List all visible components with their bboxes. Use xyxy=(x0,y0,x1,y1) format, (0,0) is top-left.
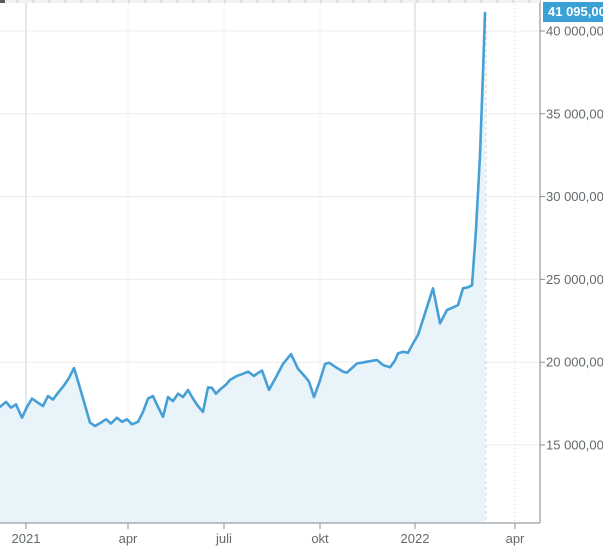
y-axis-label: 35 000,00 xyxy=(546,106,603,121)
series-line xyxy=(0,11,487,428)
x-axis-label: 2021 xyxy=(12,531,41,546)
x-axis-label: juli xyxy=(215,531,232,546)
area-fill xyxy=(0,12,485,524)
x-axis-label: apr xyxy=(119,531,138,546)
scrollbar-thumb[interactable] xyxy=(0,0,5,3)
y-axis-label: 40 000,00 xyxy=(546,24,603,39)
y-axis-label: 20 000,00 xyxy=(546,355,603,370)
x-axis-label: okt xyxy=(311,531,329,546)
y-axis-label: 25 000,00 xyxy=(546,272,603,287)
x-axis-label: apr xyxy=(506,531,525,546)
last-price-badge: 41 095,00 xyxy=(543,2,603,22)
top-scrollbar-track[interactable] xyxy=(0,0,540,3)
y-axis-label: 30 000,00 xyxy=(546,189,603,204)
y-axis-label: 15 000,00 xyxy=(546,438,603,453)
x-axis-label: 2022 xyxy=(401,531,430,546)
